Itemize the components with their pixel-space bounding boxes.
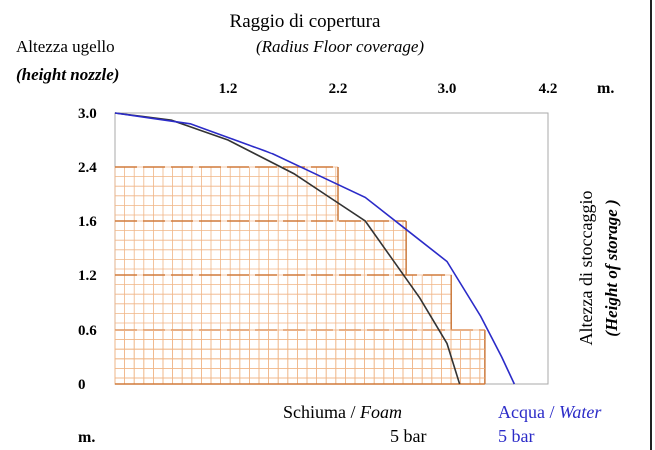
x-tick-label: 2.2 [329, 81, 348, 97]
series-line-water [114, 112, 516, 385]
legend-foam-name: Schiuma / [283, 402, 360, 422]
legend-foam: Schiuma / Foam [283, 402, 402, 422]
x-tick-label: 1.2 [219, 81, 238, 97]
plot-area [114, 112, 549, 385]
y-axis-unit: m. [78, 429, 95, 446]
y-tick-label: 0 [78, 377, 86, 393]
x-tick-label: 3.0 [438, 81, 457, 97]
y-tick-label: 2.4 [78, 160, 97, 176]
series-line-foam [114, 112, 461, 385]
legend-foam-en: Foam [359, 402, 402, 422]
right-axis-title-en: (Height of storage ) [602, 199, 621, 336]
legend-water-pressure: 5 bar [498, 426, 534, 446]
chart-subtitle: (Radius Floor coverage) [256, 37, 424, 56]
legend-water-en: Water [559, 402, 602, 422]
storage-band-2.4 [114, 166, 339, 221]
x-tick-label: 4.2 [539, 81, 558, 97]
legend-water: Acqua / Water [498, 402, 602, 422]
y-axis-title: Altezza ugello [16, 37, 115, 56]
y-tick-label: 1.2 [78, 268, 97, 284]
y-axis-title-en: (height nozzle) [16, 65, 119, 84]
x-axis-unit: m. [597, 80, 614, 97]
legend-foam-pressure: 5 bar [390, 426, 426, 446]
right-axis-title: Altezza di stoccaggio [576, 191, 596, 346]
storage-band-0 [114, 329, 485, 385]
chart-title: Raggio di copertura [230, 11, 381, 32]
y-tick-label: 0.6 [78, 323, 97, 339]
storage-band-0.6 [114, 329, 486, 384]
plot-frame [114, 112, 549, 385]
legend-water-name: Acqua / [498, 402, 559, 422]
storage-band-1.2 [114, 274, 452, 330]
y-tick-label: 3.0 [78, 106, 97, 122]
y-tick-label: 1.6 [78, 214, 97, 230]
axis-labels: 1.2 2.2 3.0 4.2 3.0 2.4 1.6 1.2 0.6 0 [78, 81, 557, 393]
storage-band-1.6 [114, 220, 407, 275]
